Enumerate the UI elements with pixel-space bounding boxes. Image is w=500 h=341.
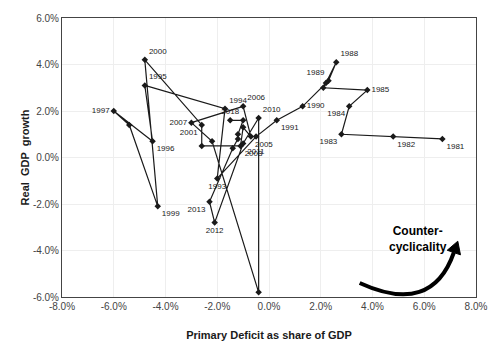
svg-text:4.0%: 4.0%: [361, 301, 384, 312]
svg-text:1983: 1983: [320, 137, 338, 146]
svg-text:6.0%: 6.0%: [413, 301, 436, 312]
svg-text:-8.0%: -8.0%: [49, 301, 75, 312]
svg-text:2007: 2007: [169, 118, 187, 127]
svg-text:2000: 2000: [149, 47, 167, 56]
svg-text:1991: 1991: [281, 123, 299, 132]
svg-text:4.0%: 4.0%: [36, 59, 59, 70]
svg-text:2010: 2010: [263, 105, 281, 114]
svg-text:1995: 1995: [149, 72, 167, 81]
svg-text:-6.0%: -6.0%: [33, 292, 59, 303]
svg-text:Counter-cyclicality: Counter-cyclicality: [389, 224, 447, 254]
svg-text:6.0%: 6.0%: [36, 13, 59, 24]
svg-text:2003: 2003: [245, 149, 263, 158]
svg-text:0.0%: 0.0%: [258, 301, 281, 312]
svg-text:1988: 1988: [340, 49, 358, 58]
svg-text:1982: 1982: [397, 140, 415, 149]
svg-text:1989: 1989: [307, 68, 325, 77]
svg-text:2013: 2013: [188, 205, 206, 214]
svg-text:0.0%: 0.0%: [36, 152, 59, 163]
svg-text:-4.0%: -4.0%: [152, 301, 178, 312]
svg-text:-2.0%: -2.0%: [33, 199, 59, 210]
svg-text:8.0%: 8.0%: [465, 301, 488, 312]
svg-text:Real GDP growth: Real GDP growth: [19, 109, 31, 205]
svg-text:-2.0%: -2.0%: [204, 301, 230, 312]
svg-text:1985: 1985: [371, 85, 389, 94]
svg-text:2009: 2009: [263, 295, 281, 297]
svg-text:-4.0%: -4.0%: [33, 245, 59, 256]
svg-text:1981: 1981: [446, 142, 464, 151]
svg-text:2005: 2005: [255, 140, 273, 149]
svg-text:1999: 1999: [162, 209, 180, 218]
svg-text:1990: 1990: [307, 101, 325, 110]
svg-text:2012: 2012: [206, 226, 224, 235]
svg-text:1984: 1984: [327, 109, 345, 118]
svg-text:1996: 1996: [157, 144, 175, 153]
svg-text:1997: 1997: [92, 106, 110, 115]
svg-text:2011: 2011: [247, 147, 265, 156]
svg-text:1994: 1994: [229, 96, 247, 105]
svg-text:1993: 1993: [208, 182, 226, 191]
svg-text:2.0%: 2.0%: [36, 106, 59, 117]
svg-text:-6.0%: -6.0%: [101, 301, 127, 312]
svg-text:Primary Deficit as share of GD: Primary Deficit as share of GDP: [186, 329, 352, 341]
svg-text:2.0%: 2.0%: [309, 301, 332, 312]
svg-text:2006: 2006: [247, 93, 265, 102]
svg-text:2001: 2001: [180, 128, 198, 137]
svg-text:2018: 2018: [221, 107, 239, 116]
